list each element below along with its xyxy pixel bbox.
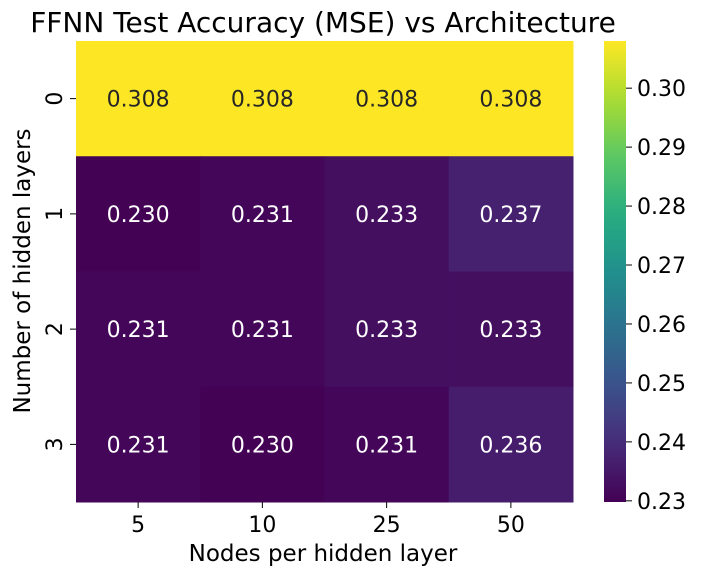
x-tick-label: 10 [248,513,276,538]
colorbar [604,41,626,502]
heatmap-cell [200,41,325,157]
x-tick-label: 50 [497,513,525,538]
heatmap-cell [448,271,574,388]
cell-value-label: 0.231 [107,318,170,343]
heatmap-cell [324,156,450,272]
cell-value-label: 0.231 [107,433,170,458]
y-tick-label: 0 [43,92,68,106]
y-axis-ticks: 0 1 2 3 [43,92,76,451]
y-tick-label: 3 [43,437,68,451]
x-tick-label: 5 [131,513,145,538]
heatmap-cell [76,156,201,272]
heatmap-cell [76,386,201,503]
heatmap-cell [324,41,450,157]
colorbar-tick-label: 0.27 [637,254,686,279]
heatmap-cell [324,271,450,388]
heatmap-cell [448,386,574,503]
x-tick-label: 25 [373,513,401,538]
cell-value-label: 0.236 [479,433,542,458]
x-axis-label: Nodes per hidden layer [189,541,458,567]
colorbar-tick-label: 0.28 [637,195,686,220]
colorbar-tick-label: 0.24 [637,431,686,456]
colorbar-tick-label: 0.29 [637,136,686,161]
cell-value-label: 0.308 [231,88,294,113]
heatmap-cell [200,386,325,503]
y-tick-label: 2 [43,322,68,336]
cell-value-label: 0.308 [107,88,170,113]
cell-value-label: 0.233 [355,203,418,228]
cell-value-label: 0.230 [107,203,170,228]
chart-title: FFNN Test Accuracy (MSE) vs Architecture [30,6,616,39]
cell-value-label: 0.233 [479,318,542,343]
y-tick-label: 1 [43,207,68,221]
cell-value-label: 0.237 [479,203,542,228]
cell-value-label: 0.308 [479,88,542,113]
cell-value-label: 0.231 [231,318,294,343]
cell-value-label: 0.230 [231,433,294,458]
heatmap-cell [324,386,450,503]
heatmap-cell [76,271,201,388]
y-axis-label: Number of hidden layers [10,128,36,413]
cell-value-label: 0.233 [355,318,418,343]
x-axis-ticks: 5 10 25 50 [131,502,525,538]
heatmap-cell [200,156,325,272]
heatmap-cells: 0.308 0.308 0.308 0.308 0.230 0.231 0.233 0.237… [76,41,574,503]
cell-value-label: 0.308 [355,88,418,113]
heatmap-cell [448,41,574,157]
colorbar-ticks: 0.23 0.24 0.25 0.26 0.27 0.28 0.29 0.30 [626,77,686,515]
heatmap-cell [76,41,201,157]
cell-value-label: 0.231 [355,433,418,458]
colorbar-tick-label: 0.26 [637,313,686,338]
colorbar-tick-label: 0.30 [637,77,686,102]
colorbar-tick-label: 0.25 [637,372,686,397]
heatmap-cell [448,156,574,272]
cell-value-label: 0.231 [231,203,294,228]
heatmap-cell [200,271,325,388]
colorbar-tick-label: 0.23 [637,490,686,515]
